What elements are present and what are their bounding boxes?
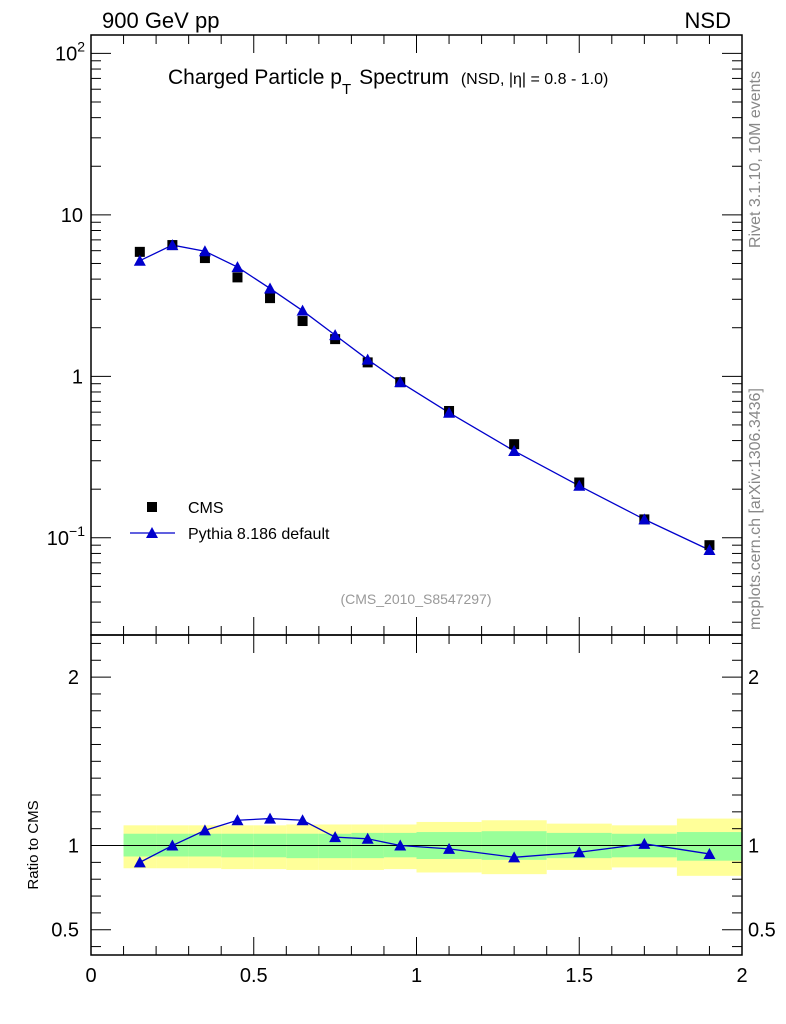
pythia-point	[329, 329, 342, 341]
legend: CMS Pythia 8.186 default	[130, 500, 330, 543]
ratio-pythia-point	[638, 837, 651, 849]
ratio-y-axis-label: Ratio to CMS	[25, 800, 42, 889]
ratio-pythia-line	[139, 817, 710, 863]
main-y-tick-label: 10	[61, 205, 83, 227]
ratio-pythia-point	[394, 839, 407, 851]
ratio-pythia-point	[508, 851, 521, 863]
ratio-y-tick-label-left: 0.5	[51, 920, 79, 942]
legend-label-pythia: Pythia 8.186 default	[188, 526, 330, 543]
ratio-marks	[91, 812, 742, 876]
ratio-axis-ticks: 0.5 0.5 1 1 2 2 0 0.5 1 1.5 2	[51, 635, 776, 987]
ratio-plot-panel: 0.5 0.5 1 1 2 2 0 0.5 1 1.5 2 Ratio to CMS	[25, 634, 776, 987]
header-left-label: 900 GeV pp	[102, 8, 219, 33]
ratio-pythia-point	[264, 812, 277, 824]
pythia-point	[443, 406, 456, 418]
ratio-pythia-point	[198, 824, 211, 836]
legend-marker-cms	[147, 502, 157, 512]
x-tick-label: 0	[85, 965, 96, 987]
main-plot-panel: 10−1 1 10 102 Charged Particle pT Spectrum (…	[47, 34, 743, 636]
ratio-y-tick-label-right: 1	[748, 836, 759, 858]
cms-point	[265, 293, 276, 304]
x-tick-label: 1	[411, 965, 422, 987]
pythia-point	[703, 544, 716, 556]
main-y-tick-label: 102	[55, 38, 85, 65]
cms-point	[199, 253, 210, 264]
cms-point	[134, 246, 145, 257]
main-plot-frame	[90, 34, 743, 636]
pythia-point	[638, 513, 651, 525]
pythia-point	[361, 353, 374, 365]
cms-point	[232, 272, 243, 283]
source-label: mcplots.cern.ch [arXiv:1306.3436]	[747, 388, 764, 630]
ratio-y-tick-label-left: 2	[68, 667, 79, 689]
pythia-line	[139, 244, 710, 551]
ratio-pythia-point	[703, 847, 716, 859]
legend-label-cms: CMS	[188, 500, 224, 517]
x-tick-label: 0.5	[240, 965, 268, 987]
pythia-point	[231, 261, 244, 273]
pythia-point	[394, 376, 407, 388]
rivet-version-label: Rivet 3.1.10, 10M events	[747, 71, 764, 248]
pythia-point	[573, 479, 586, 491]
ratio-pythia-point	[443, 842, 456, 854]
cms-point	[297, 316, 308, 327]
x-tick-label: 2	[736, 965, 747, 987]
pythia-point	[264, 282, 277, 294]
pythia-point	[198, 245, 211, 257]
ratio-pythia-point	[231, 814, 244, 826]
title-main: Charged Particle p	[168, 66, 342, 89]
legend-marker-pythia	[146, 527, 158, 538]
main-marks	[133, 239, 716, 556]
ratio-pythia-point	[133, 856, 146, 868]
cms-point	[509, 439, 520, 450]
ratio-pythia-point	[296, 814, 309, 826]
pythia-point	[133, 254, 146, 266]
ratio-pythia-point	[573, 846, 586, 858]
ratio-pythia-point	[166, 839, 179, 851]
pythia-point	[296, 304, 309, 316]
ratio-plot-frame	[90, 634, 743, 956]
ratio-pythia-point	[329, 831, 342, 843]
ratio-y-tick-label-right: 0.5	[748, 920, 776, 942]
title-sub: T	[342, 81, 351, 98]
analysis-label: (CMS_2010_S8547297)	[341, 591, 492, 607]
pythia-point	[166, 239, 179, 251]
ratio-pythia-point	[361, 832, 374, 844]
x-tick-label: 1.5	[565, 965, 593, 987]
ratio-y-tick-label-left: 1	[68, 836, 79, 858]
main-title: Charged Particle pT Spectrum (NSD, |η| = …	[168, 66, 608, 98]
main-y-tick-label: 1	[72, 366, 83, 388]
header-right-label: NSD	[685, 8, 731, 33]
title-tail: Spectrum	[359, 66, 449, 89]
pythia-point	[508, 444, 521, 456]
title-extra: (NSD, |η| = 0.8 - 1.0)	[461, 71, 608, 88]
main-axis-ticks: 10−1 1 10 102	[47, 35, 743, 635]
ratio-y-tick-label-right: 2	[748, 667, 759, 689]
main-y-tick-label: 10−1	[47, 523, 85, 550]
